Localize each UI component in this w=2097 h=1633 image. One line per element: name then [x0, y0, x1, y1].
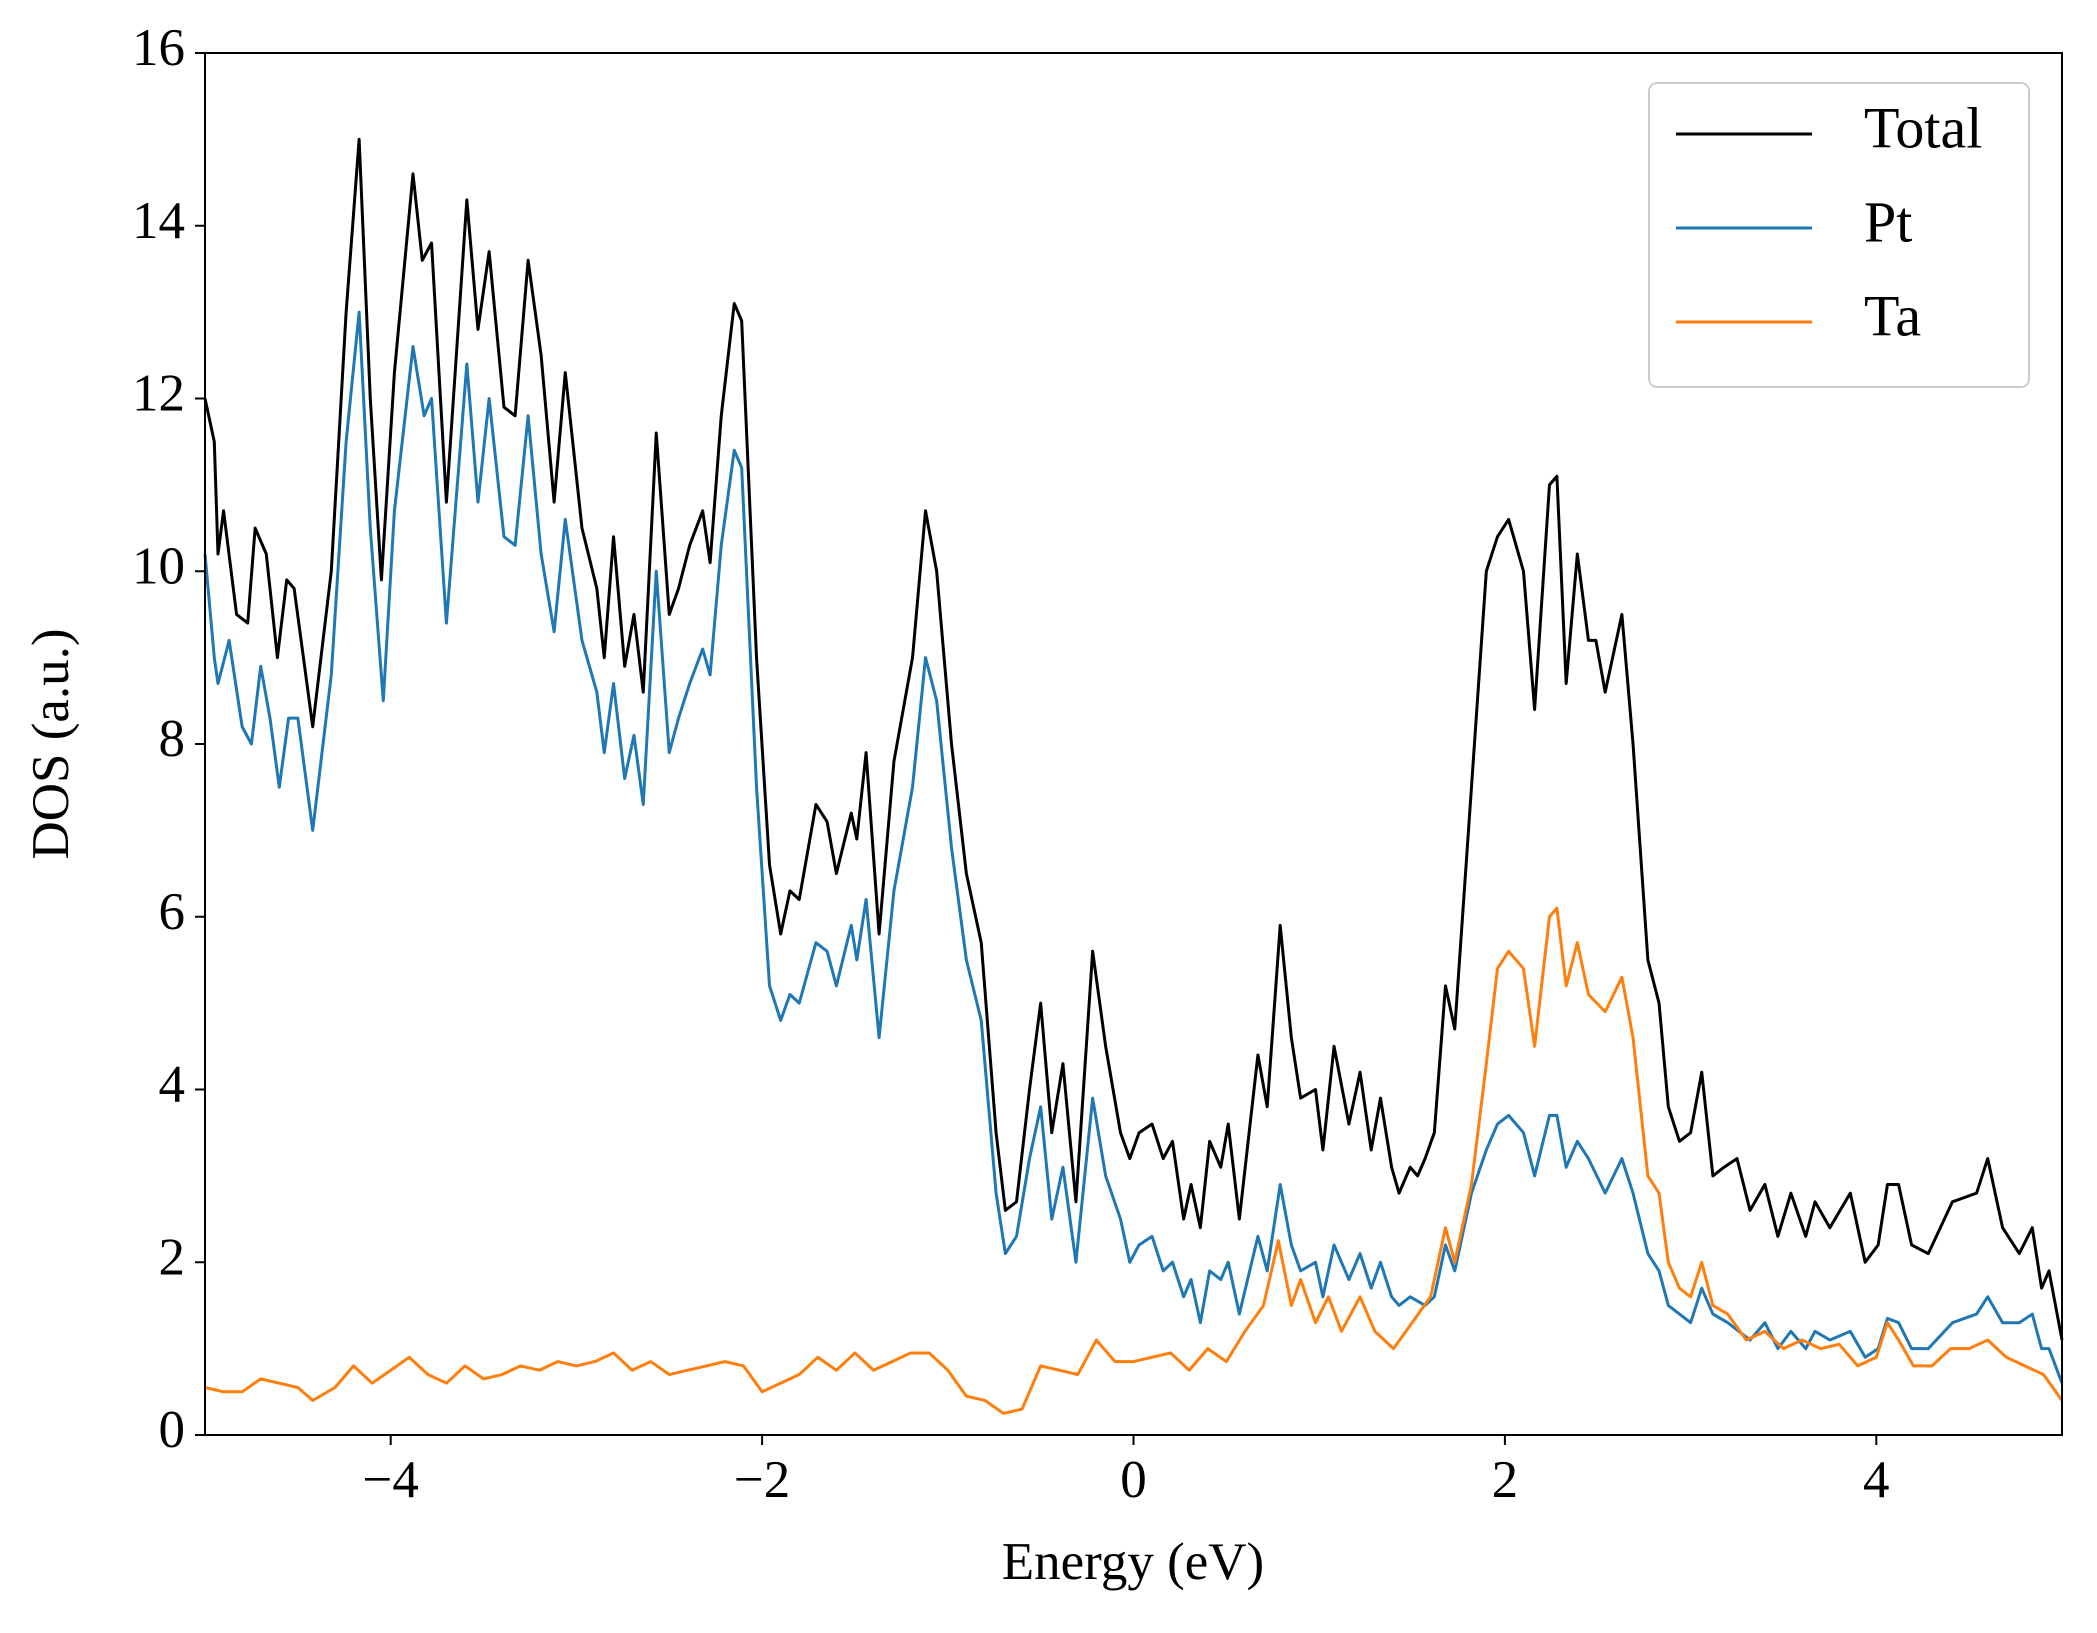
x-axis-label: Energy (eV) [1002, 1533, 1264, 1591]
y-tick-label: 10 [132, 537, 185, 595]
data-line [203, 310, 2064, 1384]
x-tick-label: 2 [1492, 1451, 1519, 1509]
x-tick-label: −2 [734, 1451, 790, 1509]
x-tick-label: −4 [363, 1451, 419, 1509]
x-tick-label: 0 [1120, 1451, 1147, 1509]
legend-label: Total [1864, 95, 1982, 160]
y-tick-label: 0 [159, 1401, 186, 1459]
y-tick-label: 14 [132, 192, 185, 250]
data-line [203, 137, 2064, 1341]
legend-label: Ta [1864, 283, 1921, 348]
y-tick-label: 16 [132, 19, 185, 77]
y-tick-label: 6 [159, 883, 186, 941]
x-tick-label: 4 [1863, 1451, 1890, 1509]
y-tick-label: 12 [132, 365, 185, 423]
y-tick-label: 4 [159, 1056, 186, 1114]
y-axis-label: DOS (a.u.) [22, 628, 80, 859]
legend-label: Pt [1864, 189, 1912, 254]
y-tick-label: 2 [159, 1228, 186, 1286]
y-tick-label: 8 [159, 710, 186, 768]
legend-box [1648, 82, 2030, 388]
data-line [204, 906, 2064, 1415]
